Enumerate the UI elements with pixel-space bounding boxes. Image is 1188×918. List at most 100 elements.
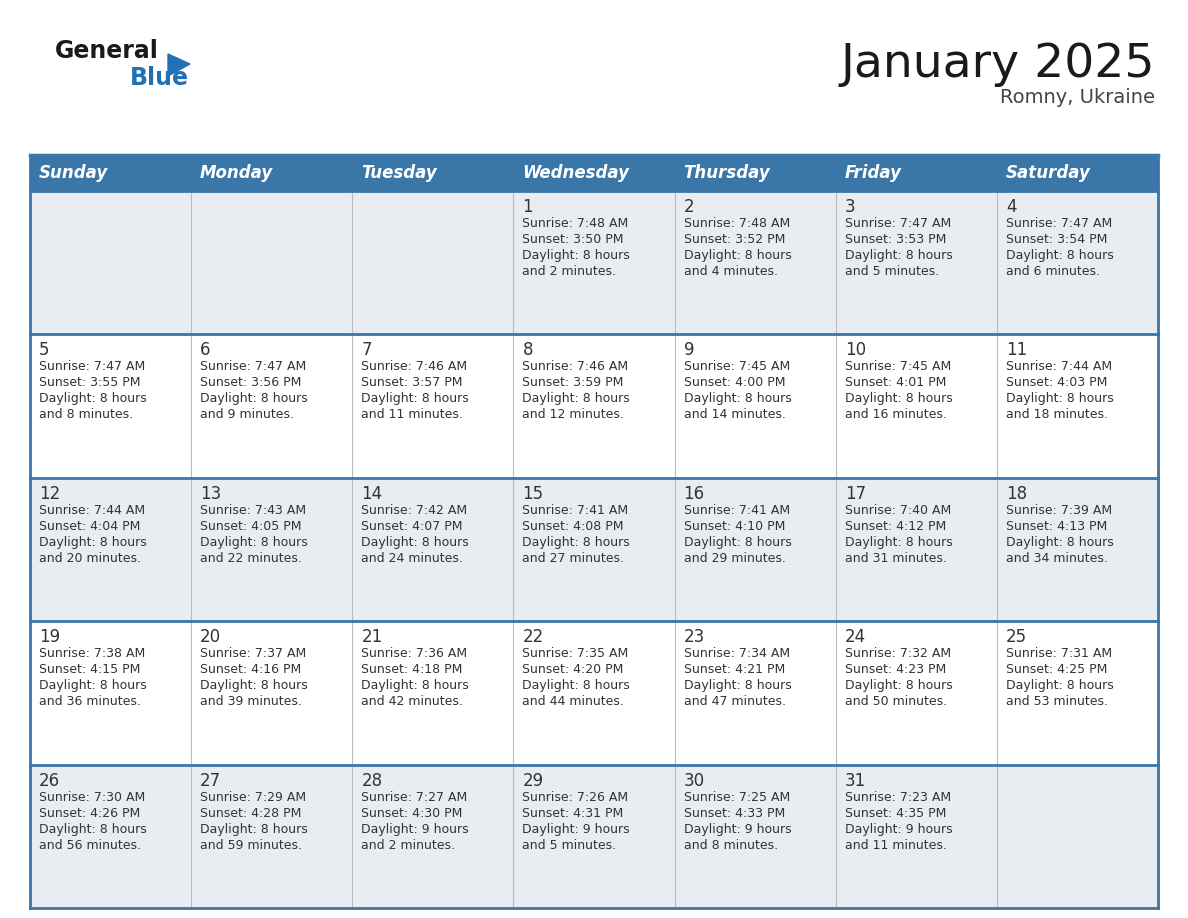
Text: Tuesday: Tuesday xyxy=(361,164,437,182)
Text: Daylight: 8 hours: Daylight: 8 hours xyxy=(200,536,308,549)
Text: 21: 21 xyxy=(361,628,383,646)
Text: Sunset: 4:08 PM: Sunset: 4:08 PM xyxy=(523,520,624,532)
Text: and 11 minutes.: and 11 minutes. xyxy=(361,409,463,421)
Text: 10: 10 xyxy=(845,341,866,360)
Text: Sunrise: 7:41 AM: Sunrise: 7:41 AM xyxy=(523,504,628,517)
Text: 3: 3 xyxy=(845,198,855,216)
Text: 22: 22 xyxy=(523,628,544,646)
Text: Saturday: Saturday xyxy=(1006,164,1091,182)
Text: Sunrise: 7:32 AM: Sunrise: 7:32 AM xyxy=(845,647,950,660)
Text: and 14 minutes.: and 14 minutes. xyxy=(683,409,785,421)
Text: Sunset: 4:30 PM: Sunset: 4:30 PM xyxy=(361,807,462,820)
Text: Sunset: 4:25 PM: Sunset: 4:25 PM xyxy=(1006,663,1107,677)
Bar xyxy=(997,155,1158,191)
Text: and 16 minutes.: and 16 minutes. xyxy=(845,409,947,421)
Text: Daylight: 8 hours: Daylight: 8 hours xyxy=(39,392,147,406)
Text: Sunrise: 7:37 AM: Sunrise: 7:37 AM xyxy=(200,647,307,660)
Text: Sunset: 4:20 PM: Sunset: 4:20 PM xyxy=(523,663,624,677)
Text: Sunrise: 7:23 AM: Sunrise: 7:23 AM xyxy=(845,790,950,803)
Text: and 11 minutes.: and 11 minutes. xyxy=(845,839,947,852)
Text: Sunset: 3:54 PM: Sunset: 3:54 PM xyxy=(1006,233,1107,246)
Text: and 34 minutes.: and 34 minutes. xyxy=(1006,552,1107,565)
Text: Sunrise: 7:44 AM: Sunrise: 7:44 AM xyxy=(39,504,145,517)
Text: Daylight: 8 hours: Daylight: 8 hours xyxy=(683,536,791,549)
Text: Sunrise: 7:30 AM: Sunrise: 7:30 AM xyxy=(39,790,145,803)
Text: and 6 minutes.: and 6 minutes. xyxy=(1006,265,1100,278)
Text: Sunset: 4:04 PM: Sunset: 4:04 PM xyxy=(39,520,140,532)
Text: Sunrise: 7:43 AM: Sunrise: 7:43 AM xyxy=(200,504,307,517)
Text: Sunrise: 7:34 AM: Sunrise: 7:34 AM xyxy=(683,647,790,660)
Text: Daylight: 8 hours: Daylight: 8 hours xyxy=(200,823,308,835)
Text: Sunset: 4:07 PM: Sunset: 4:07 PM xyxy=(361,520,463,532)
Text: and 31 minutes.: and 31 minutes. xyxy=(845,552,947,565)
Text: and 56 minutes.: and 56 minutes. xyxy=(39,839,141,852)
Text: Blue: Blue xyxy=(129,66,189,90)
Text: 9: 9 xyxy=(683,341,694,360)
Text: Sunset: 3:50 PM: Sunset: 3:50 PM xyxy=(523,233,624,246)
Bar xyxy=(30,477,1158,621)
Text: and 9 minutes.: and 9 minutes. xyxy=(200,409,295,421)
Bar xyxy=(675,155,835,191)
Text: 25: 25 xyxy=(1006,628,1026,646)
Text: and 20 minutes.: and 20 minutes. xyxy=(39,552,141,565)
Bar xyxy=(513,155,675,191)
Text: and 2 minutes.: and 2 minutes. xyxy=(361,839,455,852)
Text: Daylight: 8 hours: Daylight: 8 hours xyxy=(683,249,791,262)
Text: Daylight: 8 hours: Daylight: 8 hours xyxy=(845,679,953,692)
Text: 4: 4 xyxy=(1006,198,1017,216)
Text: and 18 minutes.: and 18 minutes. xyxy=(1006,409,1108,421)
Text: Sunset: 4:12 PM: Sunset: 4:12 PM xyxy=(845,520,946,532)
Text: 23: 23 xyxy=(683,628,704,646)
Polygon shape xyxy=(168,54,190,76)
Text: 17: 17 xyxy=(845,485,866,503)
Text: 28: 28 xyxy=(361,772,383,789)
Text: Sunset: 4:10 PM: Sunset: 4:10 PM xyxy=(683,520,785,532)
Text: 16: 16 xyxy=(683,485,704,503)
Text: Sunset: 3:53 PM: Sunset: 3:53 PM xyxy=(845,233,946,246)
Text: 15: 15 xyxy=(523,485,544,503)
Text: Sunday: Sunday xyxy=(39,164,108,182)
Text: Daylight: 8 hours: Daylight: 8 hours xyxy=(1006,679,1113,692)
Text: Sunset: 4:15 PM: Sunset: 4:15 PM xyxy=(39,663,140,677)
Text: and 44 minutes.: and 44 minutes. xyxy=(523,695,625,708)
Text: Sunrise: 7:47 AM: Sunrise: 7:47 AM xyxy=(1006,217,1112,230)
Text: Sunset: 4:35 PM: Sunset: 4:35 PM xyxy=(845,807,946,820)
Text: Daylight: 8 hours: Daylight: 8 hours xyxy=(361,679,469,692)
Text: and 39 minutes.: and 39 minutes. xyxy=(200,695,302,708)
Text: Sunset: 3:55 PM: Sunset: 3:55 PM xyxy=(39,376,140,389)
Text: Sunset: 4:28 PM: Sunset: 4:28 PM xyxy=(200,807,302,820)
Text: General: General xyxy=(55,39,159,63)
Text: Sunrise: 7:46 AM: Sunrise: 7:46 AM xyxy=(361,361,467,374)
Text: Sunset: 4:23 PM: Sunset: 4:23 PM xyxy=(845,663,946,677)
Text: Sunrise: 7:48 AM: Sunrise: 7:48 AM xyxy=(683,217,790,230)
Text: 20: 20 xyxy=(200,628,221,646)
Text: Sunrise: 7:45 AM: Sunrise: 7:45 AM xyxy=(845,361,950,374)
Text: and 53 minutes.: and 53 minutes. xyxy=(1006,695,1108,708)
Text: Sunset: 4:18 PM: Sunset: 4:18 PM xyxy=(361,663,462,677)
Text: Sunrise: 7:47 AM: Sunrise: 7:47 AM xyxy=(39,361,145,374)
Text: 18: 18 xyxy=(1006,485,1026,503)
Text: Daylight: 8 hours: Daylight: 8 hours xyxy=(361,536,469,549)
Text: Sunset: 4:03 PM: Sunset: 4:03 PM xyxy=(1006,376,1107,389)
Text: Sunrise: 7:46 AM: Sunrise: 7:46 AM xyxy=(523,361,628,374)
Text: 6: 6 xyxy=(200,341,210,360)
Text: and 59 minutes.: and 59 minutes. xyxy=(200,839,302,852)
Text: Daylight: 9 hours: Daylight: 9 hours xyxy=(523,823,630,835)
Text: and 24 minutes.: and 24 minutes. xyxy=(361,552,463,565)
Text: 13: 13 xyxy=(200,485,221,503)
Text: Sunrise: 7:44 AM: Sunrise: 7:44 AM xyxy=(1006,361,1112,374)
Text: Sunrise: 7:47 AM: Sunrise: 7:47 AM xyxy=(845,217,950,230)
Bar xyxy=(30,334,1158,477)
Text: Sunrise: 7:26 AM: Sunrise: 7:26 AM xyxy=(523,790,628,803)
Text: Sunset: 4:31 PM: Sunset: 4:31 PM xyxy=(523,807,624,820)
Text: Sunrise: 7:45 AM: Sunrise: 7:45 AM xyxy=(683,361,790,374)
Text: Sunrise: 7:48 AM: Sunrise: 7:48 AM xyxy=(523,217,628,230)
Text: Sunrise: 7:29 AM: Sunrise: 7:29 AM xyxy=(200,790,307,803)
Text: Daylight: 8 hours: Daylight: 8 hours xyxy=(523,679,630,692)
Text: Wednesday: Wednesday xyxy=(523,164,630,182)
Text: Daylight: 8 hours: Daylight: 8 hours xyxy=(1006,392,1113,406)
Text: Sunset: 4:21 PM: Sunset: 4:21 PM xyxy=(683,663,785,677)
Text: and 8 minutes.: and 8 minutes. xyxy=(39,409,133,421)
Text: 30: 30 xyxy=(683,772,704,789)
Text: Sunset: 4:00 PM: Sunset: 4:00 PM xyxy=(683,376,785,389)
